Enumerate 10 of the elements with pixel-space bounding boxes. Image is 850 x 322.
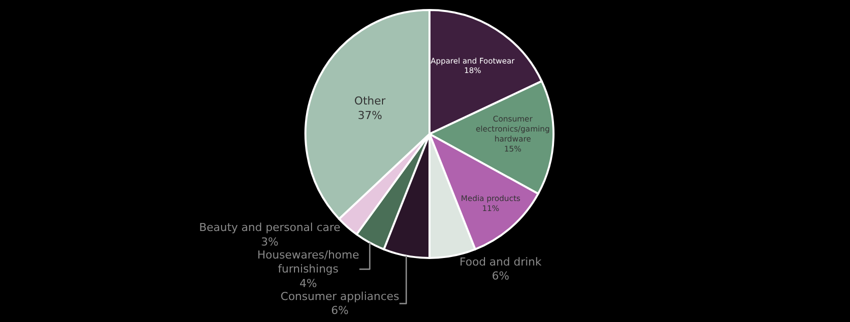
slice-label: Other [354,94,386,108]
data-label: 6% [492,270,510,283]
data-label: 6% [331,304,349,318]
slice-label: Food and drink [460,255,542,268]
slice-label: Consumer appliances [280,290,400,303]
slice-label: Beauty and personal care [199,221,341,234]
data-label: 37% [358,108,382,122]
data-label: 3% [261,235,278,248]
data-label: 4% [299,276,317,290]
slice-label: Housewares/home furnishings [257,248,360,276]
